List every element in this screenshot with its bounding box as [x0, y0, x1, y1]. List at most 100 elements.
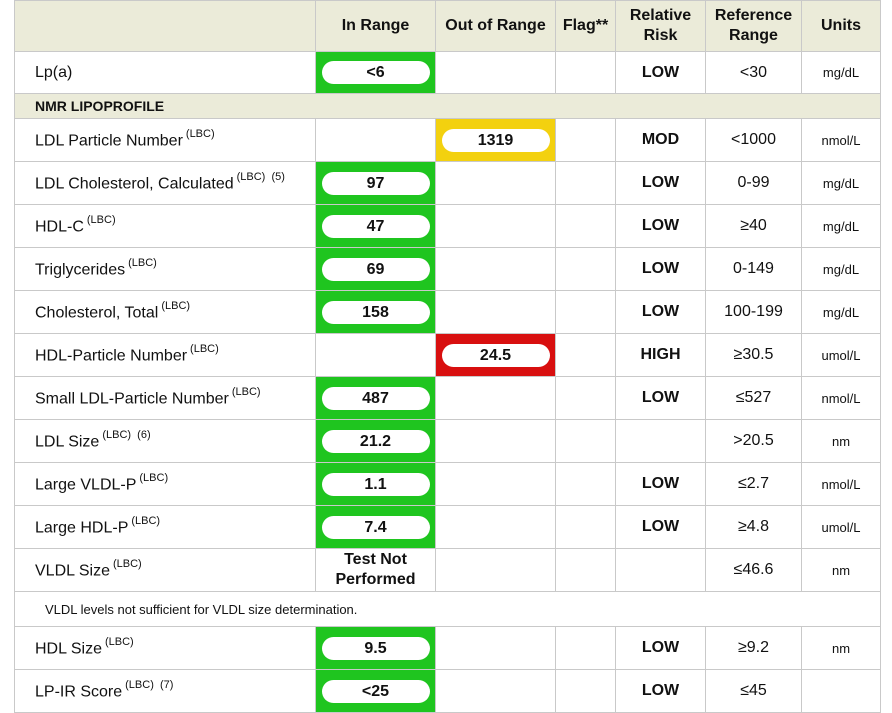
- in-range-value: 9.5: [321, 636, 430, 660]
- relative-risk-cell: HIGH: [615, 333, 706, 377]
- relative-risk-cell: LOW: [615, 376, 706, 420]
- out-of-range-cell: [435, 161, 556, 205]
- in-range-value: 1.1: [321, 472, 430, 496]
- header-flag: Flag**: [555, 0, 616, 52]
- flag-cell: [555, 548, 616, 592]
- flag-cell: [555, 333, 616, 377]
- units-cell: mg/dL: [801, 51, 881, 94]
- lab-results-panel: In Range Out of Range Flag** Relative Ri…: [14, 0, 881, 713]
- test-name: LDL Cholesterol, Calculated: [35, 175, 234, 193]
- flag-cell: [555, 247, 616, 291]
- in-range-value: <6: [321, 61, 430, 84]
- reference-range-cell: ≥30.5: [705, 333, 802, 377]
- table-row: VLDL Size (LBC) Test Not Performed ≤46.6 nm: [14, 548, 881, 592]
- out-of-range-cell: [435, 376, 556, 420]
- in-range-cell: Test Not Performed: [315, 548, 436, 592]
- units-cell: nm: [801, 548, 881, 592]
- table-row: LDL Cholesterol, Calculated (LBC) (5) 97 LO…: [14, 161, 881, 205]
- test-name-cell: Small LDL-Particle Number (LBC): [14, 376, 316, 420]
- test-name-cell: LDL Size (LBC) (6): [14, 419, 316, 463]
- reference-range-cell: ≤46.6: [705, 548, 802, 592]
- relative-risk-cell: LOW: [615, 626, 706, 670]
- units-cell: mg/dL: [801, 290, 881, 334]
- test-name: Triglycerides: [35, 261, 126, 279]
- reference-range-cell: ≤527: [705, 376, 802, 420]
- out-of-range-cell: 1319: [435, 118, 556, 162]
- in-range-cell: 97: [315, 161, 436, 205]
- in-range-value: 69: [321, 257, 430, 281]
- units-cell: mg/dL: [801, 204, 881, 248]
- units-cell: nmol/L: [801, 376, 881, 420]
- test-name: Small LDL-Particle Number: [35, 390, 229, 408]
- relative-risk-cell: LOW: [615, 51, 706, 94]
- in-range-value: 487: [321, 386, 430, 410]
- reference-range-cell: <1000: [705, 118, 802, 162]
- test-name-cell: Triglycerides (LBC): [14, 247, 316, 291]
- relative-risk-cell: LOW: [615, 161, 706, 205]
- in-range-value: 21.2: [321, 429, 430, 453]
- test-name-cell: HDL-Particle Number (LBC): [14, 333, 316, 377]
- not-performed-label: Test Not Performed: [335, 551, 416, 588]
- header-test-name: [14, 0, 316, 52]
- out-of-range-cell: [435, 247, 556, 291]
- flag-cell: [555, 419, 616, 463]
- in-range-cell: 487: [315, 376, 436, 420]
- header-in-range: In Range: [315, 0, 436, 52]
- test-name-cell: VLDL Size (LBC): [14, 548, 316, 592]
- test-name-cell: HDL-C (LBC): [14, 204, 316, 248]
- out-of-range-cell: [435, 204, 556, 248]
- flag-cell: [555, 376, 616, 420]
- table-row: Large HDL-P (LBC) 7.4 LOW ≥4.8 umol/L: [14, 505, 881, 549]
- lipid-results-table: In Range Out of Range Flag** Relative Ri…: [14, 0, 881, 713]
- reference-range-cell: ≥4.8: [705, 505, 802, 549]
- in-range-cell: <6: [315, 51, 436, 94]
- in-range-value: 158: [321, 300, 430, 324]
- out-of-range-cell: [435, 462, 556, 506]
- table-row: Triglycerides (LBC) 69 LOW 0-149 mg/dL: [14, 247, 881, 291]
- flag-cell: [555, 626, 616, 670]
- test-name: HDL Size: [35, 640, 102, 658]
- in-range-cell: [315, 333, 436, 377]
- flag-cell: [555, 669, 616, 713]
- header-reference-range: Reference Range: [705, 0, 802, 52]
- test-footnote: (LBC): [131, 514, 161, 527]
- units-cell: nmol/L: [801, 462, 881, 506]
- table-row: HDL Size (LBC) 9.5 LOW ≥9.2 nm: [14, 626, 881, 670]
- out-of-range-cell: [435, 505, 556, 549]
- test-footnote: (LBC): [185, 127, 215, 140]
- out-of-range-cell: [435, 548, 556, 592]
- flag-cell: [555, 204, 616, 248]
- table-row: Small LDL-Particle Number (LBC) 487 LOW ≤527…: [14, 376, 881, 420]
- in-range-value: 47: [321, 214, 430, 238]
- relative-risk-cell: MOD: [615, 118, 706, 162]
- test-name: LP-IR Score: [35, 683, 123, 701]
- test-footnote: (LBC): [104, 635, 134, 648]
- test-footnote: (LBC): [128, 256, 157, 269]
- out-of-range-cell: [435, 290, 556, 334]
- test-footnote: (LBC) (7): [125, 678, 174, 691]
- note-row: VLDL levels not sufficient for VLDL size…: [14, 591, 881, 627]
- reference-range-cell: ≤2.7: [705, 462, 802, 506]
- in-range-cell: 69: [315, 247, 436, 291]
- relative-risk-cell: LOW: [615, 669, 706, 713]
- test-name: HDL-C: [35, 218, 84, 236]
- test-footnote: (LBC): [161, 299, 191, 312]
- test-footnote: (LBC): [190, 342, 219, 355]
- in-range-value: 7.4: [321, 515, 430, 539]
- units-cell: nm: [801, 626, 881, 670]
- out-of-range-cell: 24.5: [435, 333, 556, 377]
- table-row: LDL Size (LBC) (6) 21.2 >20.5 nm: [14, 419, 881, 463]
- relative-risk-cell: LOW: [615, 505, 706, 549]
- section-header-row: NMR LIPOPROFILE: [14, 93, 881, 119]
- test-name-cell: Cholesterol, Total (LBC): [14, 290, 316, 334]
- test-name: Large VLDL-P: [35, 476, 137, 494]
- header-units: Units: [801, 0, 881, 52]
- units-cell: mg/dL: [801, 247, 881, 291]
- test-name-cell: Large VLDL-P (LBC): [14, 462, 316, 506]
- relative-risk-cell: LOW: [615, 462, 706, 506]
- flag-cell: [555, 161, 616, 205]
- in-range-cell: 7.4: [315, 505, 436, 549]
- reference-range-cell: 0-149: [705, 247, 802, 291]
- table-row: HDL-Particle Number (LBC) 24.5 HIGH ≥30.5 umo…: [14, 333, 881, 377]
- test-footnote: (LBC) (5): [236, 170, 285, 183]
